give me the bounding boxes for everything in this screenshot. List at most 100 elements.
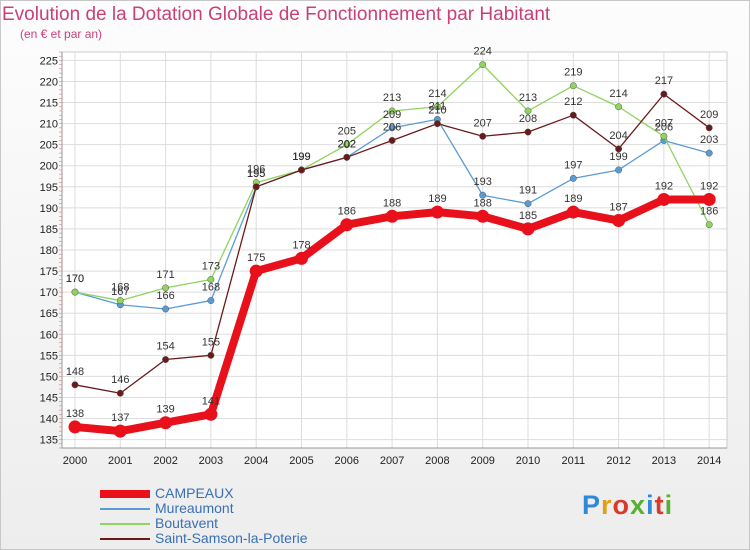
data-point xyxy=(295,251,308,265)
data-point xyxy=(702,192,716,206)
data-point xyxy=(479,191,487,199)
y-tick-label: 185 xyxy=(40,224,58,236)
y-tick-label: 145 xyxy=(40,392,58,404)
data-point xyxy=(479,61,487,69)
data-label: 192 xyxy=(655,180,673,192)
data-label: 195 xyxy=(247,168,265,180)
legend-swatch xyxy=(100,523,150,525)
x-tick-label: 2000 xyxy=(63,455,87,467)
data-label: 170 xyxy=(66,273,84,285)
data-point xyxy=(569,174,577,182)
data-point xyxy=(71,288,79,296)
x-tick-label: 2007 xyxy=(380,455,404,467)
data-point xyxy=(660,132,668,140)
legend-label: Saint-Samson-la-Poterie xyxy=(155,530,308,546)
data-label: 199 xyxy=(292,151,310,163)
data-point xyxy=(433,103,441,111)
data-label: 154 xyxy=(156,341,174,353)
x-tick-label: 2014 xyxy=(697,455,721,467)
data-label: 139 xyxy=(156,404,174,416)
data-label: 188 xyxy=(383,197,401,209)
y-tick-label: 220 xyxy=(40,76,58,88)
data-label: 138 xyxy=(66,408,84,420)
data-point xyxy=(430,205,444,219)
data-point xyxy=(116,389,124,397)
x-tick-label: 2001 xyxy=(108,455,132,467)
data-label: 155 xyxy=(202,336,220,348)
data-point xyxy=(521,222,535,236)
y-tick-label: 205 xyxy=(40,140,58,152)
x-tick-label: 2004 xyxy=(244,455,268,467)
y-tick-label: 150 xyxy=(40,371,58,383)
x-tick-label: 2012 xyxy=(606,455,630,467)
logo-letter: t xyxy=(654,490,665,520)
chart-title: Evolution de la Dotation Globale de Fonc… xyxy=(2,4,551,25)
data-label: 202 xyxy=(338,138,356,150)
data-point xyxy=(71,381,79,389)
data-label: 212 xyxy=(564,96,582,108)
data-point xyxy=(162,305,170,313)
data-point xyxy=(524,128,532,136)
y-tick-label: 155 xyxy=(40,350,58,362)
x-tick-label: 2002 xyxy=(153,455,177,467)
data-point xyxy=(207,276,215,283)
data-point xyxy=(388,124,396,132)
data-point xyxy=(524,200,532,208)
data-label: 199 xyxy=(609,151,627,163)
data-label: 209 xyxy=(700,109,718,121)
data-point xyxy=(660,90,668,98)
data-label: 207 xyxy=(474,117,492,129)
data-label: 148 xyxy=(66,366,84,378)
data-label: 141 xyxy=(202,395,220,407)
x-tick-label: 2011 xyxy=(561,455,585,467)
x-tick-label: 2008 xyxy=(425,455,449,467)
y-tick-label: 195 xyxy=(40,182,58,194)
data-label: 186 xyxy=(700,206,718,218)
data-label: 207 xyxy=(655,117,673,129)
data-point xyxy=(343,141,351,149)
y-tick-label: 215 xyxy=(40,98,58,110)
chart-subtitle: (en € et par an) xyxy=(20,27,103,41)
data-label: 137 xyxy=(111,412,129,424)
y-tick-label: 190 xyxy=(40,203,58,215)
data-label: 192 xyxy=(700,180,718,192)
data-label: 211 xyxy=(429,100,447,112)
y-tick-label: 225 xyxy=(40,55,58,67)
logo-letter: P xyxy=(582,490,602,520)
data-point xyxy=(705,149,713,157)
data-point xyxy=(252,183,260,191)
legend-swatch xyxy=(100,538,150,540)
logo-letter: i xyxy=(664,490,674,520)
data-label: 205 xyxy=(338,126,356,138)
data-label: 204 xyxy=(609,130,627,142)
y-tick-label: 140 xyxy=(40,414,58,426)
data-point xyxy=(162,356,170,363)
data-label: 203 xyxy=(700,134,718,146)
data-label: 199 xyxy=(292,151,310,163)
data-point xyxy=(476,209,490,223)
data-label: 214 xyxy=(609,88,627,100)
data-point xyxy=(612,214,626,228)
data-point xyxy=(479,132,487,140)
data-label: 173 xyxy=(202,260,220,272)
data-label: 175 xyxy=(247,252,265,264)
data-label: 219 xyxy=(564,67,582,79)
y-tick-label: 160 xyxy=(40,329,58,341)
data-point xyxy=(249,264,263,278)
data-point xyxy=(388,107,396,115)
data-point xyxy=(340,218,354,232)
proxiti-logo[interactable]: Proxiti xyxy=(582,490,673,521)
data-label: 168 xyxy=(111,282,129,294)
data-point xyxy=(207,297,215,305)
data-label: 210 xyxy=(428,105,446,117)
data-label: 167 xyxy=(111,286,129,298)
data-label: 188 xyxy=(474,197,492,209)
x-tick-label: 2006 xyxy=(335,455,359,467)
logo-letter: i xyxy=(646,490,655,520)
data-label: 185 xyxy=(519,210,537,222)
data-label: 189 xyxy=(428,193,446,205)
data-label: 186 xyxy=(338,206,356,218)
data-label: 206 xyxy=(383,121,401,133)
data-point xyxy=(705,221,713,229)
data-label: 189 xyxy=(564,193,582,205)
